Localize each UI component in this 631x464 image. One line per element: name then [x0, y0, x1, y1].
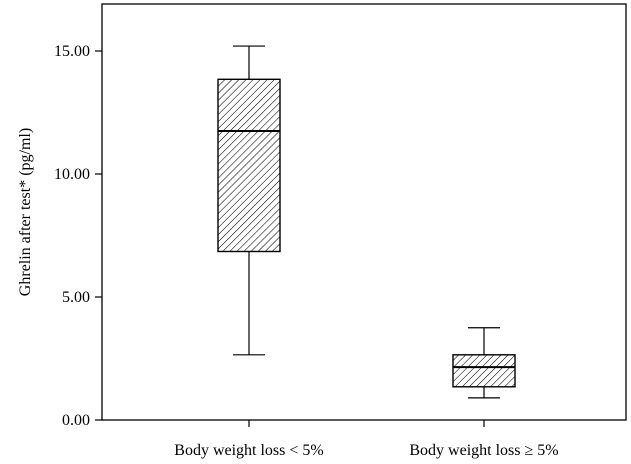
boxes-group — [217, 45, 516, 399]
y-axis-title: Ghrelin after test* (pg/ml) — [17, 128, 34, 296]
box-2 — [452, 327, 516, 399]
y-axis: 0.00 5.00 10.00 15.00 — [54, 43, 102, 429]
y-tick-label: 0.00 — [62, 412, 90, 429]
iqr-box — [452, 354, 516, 388]
iqr-box — [217, 78, 281, 253]
x-axis: Body weight loss < 5% Body weight loss ≥ … — [174, 420, 559, 459]
y-tick-label: 10.00 — [54, 166, 90, 183]
x-category-label: Body weight loss ≥ 5% — [409, 442, 558, 459]
x-category-label: Body weight loss < 5% — [174, 442, 323, 459]
y-tick-label: 15.00 — [54, 43, 90, 60]
box-1 — [217, 45, 281, 356]
plot-frame — [101, 3, 627, 421]
y-tick-label: 5.00 — [62, 289, 90, 306]
